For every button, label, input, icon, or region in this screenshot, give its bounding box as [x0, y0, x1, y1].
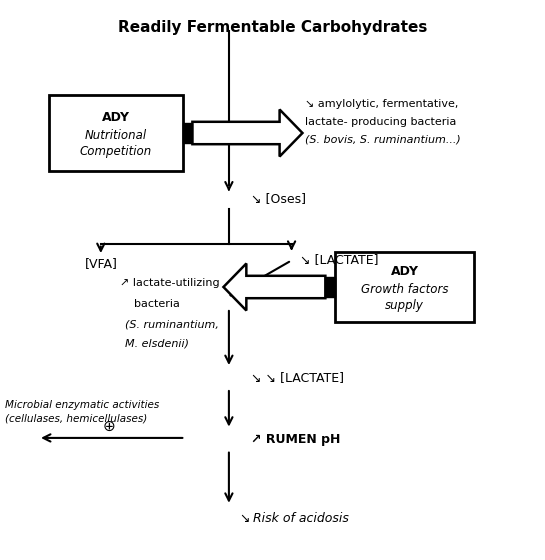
Text: ↘ amylolytic, fermentative,: ↘ amylolytic, fermentative,: [305, 99, 458, 109]
Text: ↘: ↘: [240, 511, 255, 525]
Text: (S. bovis, S. ruminantium...): (S. bovis, S. ruminantium...): [305, 135, 461, 145]
Text: ⊕: ⊕: [102, 419, 116, 434]
Text: ↘ [LACTATE]: ↘ [LACTATE]: [300, 253, 378, 266]
Text: Readily Fermentable Carbohydrates: Readily Fermentable Carbohydrates: [118, 20, 427, 35]
Text: Growth factors
supply: Growth factors supply: [361, 283, 449, 311]
Bar: [183, 123, 192, 143]
Text: ↗ RUMEN pH: ↗ RUMEN pH: [251, 433, 340, 446]
Text: (S. ruminantium,: (S. ruminantium,: [125, 320, 219, 330]
Text: ↘ [Oses]: ↘ [Oses]: [251, 192, 306, 206]
Text: ↗ lactate-utilizing: ↗ lactate-utilizing: [120, 278, 220, 288]
Text: M. elsdenii): M. elsdenii): [125, 338, 189, 348]
Polygon shape: [192, 110, 302, 157]
Text: ADY: ADY: [391, 265, 419, 278]
Text: ADY: ADY: [102, 111, 130, 124]
Text: bacteria: bacteria: [134, 299, 179, 309]
FancyBboxPatch shape: [49, 95, 183, 171]
Text: lactate- producing bacteria: lactate- producing bacteria: [305, 117, 457, 127]
Text: ↘ ↘ [LACTATE]: ↘ ↘ [LACTATE]: [251, 371, 344, 385]
Text: [VFA]: [VFA]: [84, 256, 117, 270]
Text: Nutritional
Competition: Nutritional Competition: [80, 129, 152, 157]
Text: Microbial enzymatic activities
(cellulases, hemicellulases): Microbial enzymatic activities (cellulas…: [5, 400, 160, 423]
FancyBboxPatch shape: [335, 252, 474, 322]
Polygon shape: [223, 264, 325, 310]
Text: Risk of acidosis: Risk of acidosis: [253, 511, 349, 525]
Bar: [325, 277, 335, 297]
